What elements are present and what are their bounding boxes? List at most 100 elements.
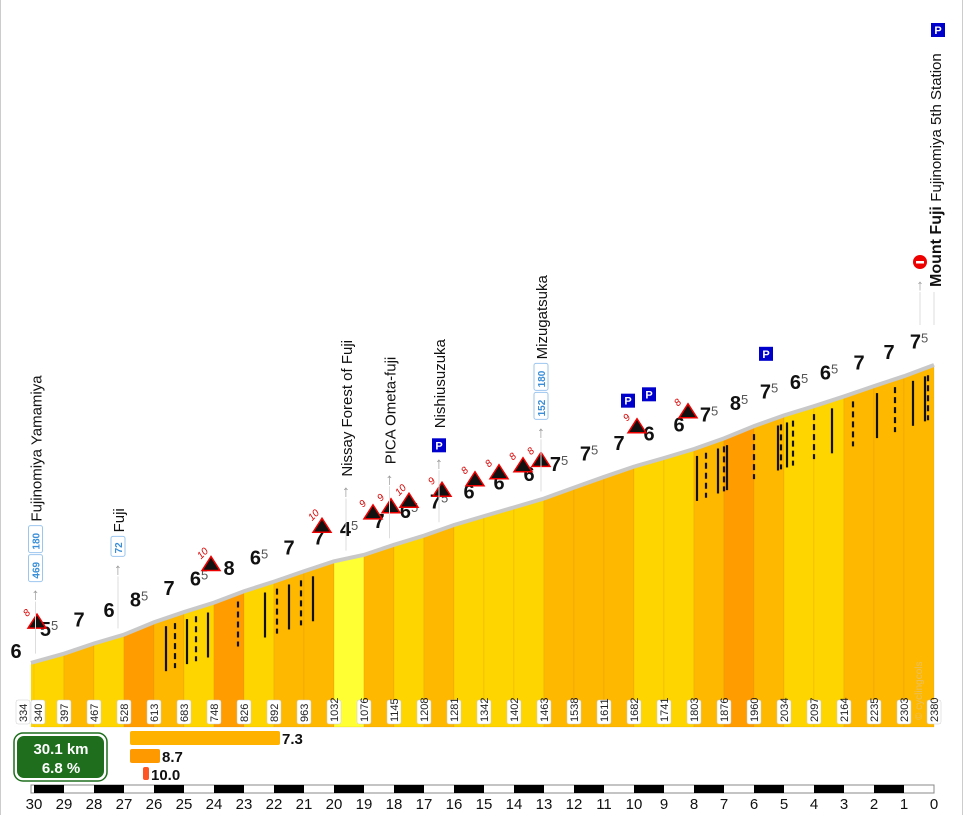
altitude-label: 2380 [929, 698, 941, 722]
steepest-bar-label: 7.3 [282, 731, 303, 748]
gradient-label: 8 [223, 558, 234, 580]
profile-segment [843, 385, 875, 728]
altitude-label-box [86, 699, 102, 725]
altitude-label: 2164 [839, 698, 851, 722]
altitude-label: 467 [89, 704, 101, 722]
road-number-badge: 180 [32, 532, 43, 549]
gradient-label: 75 [700, 404, 718, 427]
steep-marker-icon [512, 456, 534, 473]
steep-marker-icon [626, 417, 648, 434]
steep-marker-icon [200, 555, 222, 572]
km-scale-block [334, 785, 364, 793]
altitude-label: 1876 [719, 698, 731, 722]
steep-grade-label: 9 [426, 475, 438, 487]
gradient-label: 65 [190, 567, 208, 590]
km-tick-label: 24 [206, 796, 223, 813]
km-tick-label: 9 [660, 796, 668, 813]
km-scale-block [694, 785, 724, 793]
parking-icon: P [621, 393, 635, 408]
altitude-label-box [836, 699, 852, 725]
altitude-label-box [776, 699, 792, 725]
arrow-up-icon: ↑ [537, 424, 545, 441]
km-scale-block [274, 785, 304, 793]
profile-segment [603, 466, 635, 728]
place-name: PICA Ometa-fuji [383, 357, 400, 465]
altitude-label-box [146, 699, 162, 725]
gradient-label: 7 [373, 511, 384, 533]
km-tick-label: 30 [26, 796, 43, 813]
km-tick-label: 25 [176, 796, 193, 813]
altitude-label: 892 [269, 704, 281, 722]
km-tick-label: 29 [56, 796, 73, 813]
altitude-label-box [626, 699, 642, 725]
km-tick-label: 13 [536, 796, 553, 813]
gradient-label: 6 [493, 473, 504, 495]
altitude-label-box [656, 699, 672, 725]
altitude-label-box [716, 699, 732, 725]
steep-grade-label: 9 [357, 498, 369, 510]
steep-marker-icon [677, 402, 699, 419]
steep-grade-label: 8 [459, 465, 471, 477]
place-name: Nissay Forest of Fuji [339, 340, 356, 477]
parking-letter: P [934, 25, 941, 37]
steep-grade-label: 8 [507, 451, 519, 463]
altitude-label: 1402 [509, 698, 521, 722]
profile-segment [723, 425, 755, 728]
steepest-bar [130, 731, 280, 745]
parking-box [642, 387, 656, 402]
altitude-label-box [116, 699, 132, 725]
altitude-label-box [746, 699, 762, 725]
arrow-up-icon: ↑ [386, 471, 394, 488]
gradient-label: 6 [643, 423, 654, 445]
steep-marker-icon [380, 497, 402, 514]
altitude-label: 1281 [449, 698, 461, 722]
gradient-label: 75 [760, 381, 778, 404]
profile-segment [753, 414, 785, 728]
profile-segment [633, 457, 665, 728]
km-tick-label: 11 [596, 796, 612, 813]
altitude-label: 1611 [599, 698, 611, 722]
km-tick-label: 22 [266, 796, 283, 813]
altitude-label-box [266, 699, 282, 725]
gradient-label: 75 [550, 453, 568, 476]
steep-marker-icon [362, 503, 384, 520]
steep-grade-label: 8 [483, 458, 495, 470]
summary-distance: 30.1 km [33, 741, 88, 758]
watermark: © cyclingcols [914, 662, 925, 721]
gradient-label: 65 [820, 361, 838, 384]
summary-gradient: 6.8 % [42, 760, 80, 777]
km-scale-block [454, 785, 484, 793]
steep-marker-icon [464, 470, 486, 487]
km-scale-block [34, 785, 64, 793]
steepest-bar [143, 767, 149, 780]
km-tick-label: 0 [930, 796, 938, 813]
steep-grade-label: 8 [672, 397, 684, 409]
parking-box [621, 393, 635, 408]
place-name: Nishiusuzuka [432, 338, 449, 428]
road-badge-box [28, 554, 43, 583]
gradient-label: 75 [430, 490, 448, 513]
km-tick-label: 8 [690, 796, 698, 813]
road-badge-box [28, 525, 43, 554]
km-tick-label: 5 [780, 796, 788, 813]
km-tick-label: 21 [296, 796, 313, 813]
km-scale-block [94, 785, 124, 793]
altitude-label: 340 [33, 704, 45, 722]
profile-segment [783, 405, 815, 728]
altitude-label-box [896, 699, 912, 725]
summary-box [15, 734, 106, 780]
km-tick-label: 18 [386, 796, 403, 813]
km-scale-block [154, 785, 184, 793]
parking-letter: P [645, 389, 652, 401]
altitude-label-box [356, 699, 372, 725]
steep-marker-icon [431, 480, 453, 497]
steep-grade-label: 9 [375, 492, 387, 504]
altitude-label-box [296, 699, 312, 725]
km-tick-label: 26 [146, 796, 163, 813]
km-tick-label: 12 [566, 796, 583, 813]
km-scale-block [574, 785, 604, 793]
km-tick-label: 27 [116, 796, 133, 813]
steep-marker-icon [398, 491, 420, 508]
summit-name: Mount Fuji Fujinomiya 5th Station [928, 53, 945, 287]
parking-letter: P [624, 396, 631, 408]
